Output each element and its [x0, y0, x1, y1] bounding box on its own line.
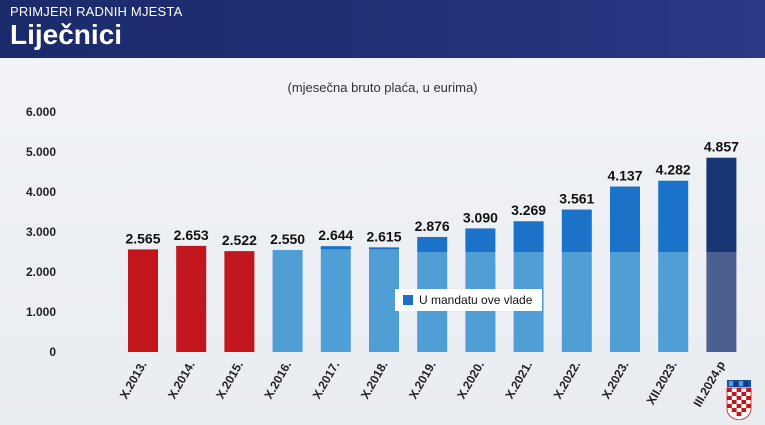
- x-tick-label: III.2024.p: [691, 359, 728, 410]
- data-label: 2.565: [125, 230, 160, 246]
- data-label: 3.090: [463, 209, 498, 225]
- bar-increment: [706, 157, 737, 252]
- legend-label: U mandatu ove vlade: [419, 293, 533, 307]
- x-tick-label: X.2020.: [454, 359, 487, 402]
- bar: [706, 252, 737, 352]
- bar-increment: [465, 228, 496, 252]
- x-tick-label: X.2017.: [310, 359, 343, 402]
- y-tick-label: 1.000: [26, 305, 56, 319]
- bar: [610, 252, 640, 352]
- data-label: 4.857: [704, 139, 739, 155]
- header-kicker: PRIMJERI RADNIH MJESTA: [10, 4, 183, 19]
- bar: [369, 247, 399, 352]
- bar-increment: [561, 209, 592, 252]
- bar: [176, 245, 207, 352]
- legend-swatch: [403, 295, 413, 305]
- chart-legend: U mandatu ove vlade: [395, 289, 543, 311]
- y-tick-label: 3.000: [26, 225, 56, 239]
- header-banner: PRIMJERI RADNIH MJESTA Liječnici: [0, 0, 765, 58]
- y-tick-label: 2.000: [26, 265, 56, 279]
- bar: [658, 252, 689, 352]
- data-label: 4.137: [607, 168, 642, 184]
- x-tick-label: X.2013.: [117, 359, 150, 402]
- croatian-coat-of-arms-icon: [726, 380, 752, 420]
- bar-increment: [513, 221, 544, 252]
- chart-subtitle: (mjesečna bruto plaća, u eurima): [287, 80, 478, 95]
- y-tick-label: 6.000: [26, 105, 56, 119]
- bar-increment: [658, 180, 689, 252]
- x-tick-label: X.2014.: [165, 359, 198, 402]
- data-label: 2.653: [174, 227, 209, 243]
- bar: [320, 246, 351, 352]
- bar-increment: [320, 246, 351, 250]
- bar: [561, 252, 592, 352]
- bar-increment: [369, 247, 399, 250]
- data-label: 3.269: [511, 202, 546, 218]
- data-label: 2.550: [270, 231, 305, 247]
- bar: [128, 249, 158, 352]
- x-tick-label: X.2019.: [406, 359, 439, 402]
- data-label: 2.876: [415, 218, 450, 234]
- x-tick-label: X.2022.: [551, 359, 584, 402]
- x-tick-label: X.2016.: [261, 359, 294, 402]
- bar: [224, 251, 255, 352]
- x-tick-label: X.2023.: [599, 359, 632, 402]
- y-tick-label: 0: [49, 345, 56, 359]
- data-label: 2.522: [222, 232, 257, 248]
- data-label: 2.615: [366, 228, 401, 244]
- x-tick-label: X.2015.: [213, 359, 246, 402]
- bar-increment: [610, 186, 640, 252]
- page-title: Liječnici: [10, 19, 123, 50]
- x-tick-label: XII.2023.: [644, 359, 680, 408]
- data-label: 2.644: [318, 227, 353, 243]
- x-tick-label: X.2018.: [358, 359, 391, 402]
- y-tick-label: 5.000: [26, 145, 56, 159]
- x-tick-label: X.2021.: [502, 359, 535, 402]
- y-tick-label: 4.000: [26, 185, 56, 199]
- bar-increment: [417, 236, 448, 252]
- data-label: 4.282: [656, 162, 691, 178]
- data-label: 3.561: [559, 191, 594, 207]
- bar: [272, 250, 303, 352]
